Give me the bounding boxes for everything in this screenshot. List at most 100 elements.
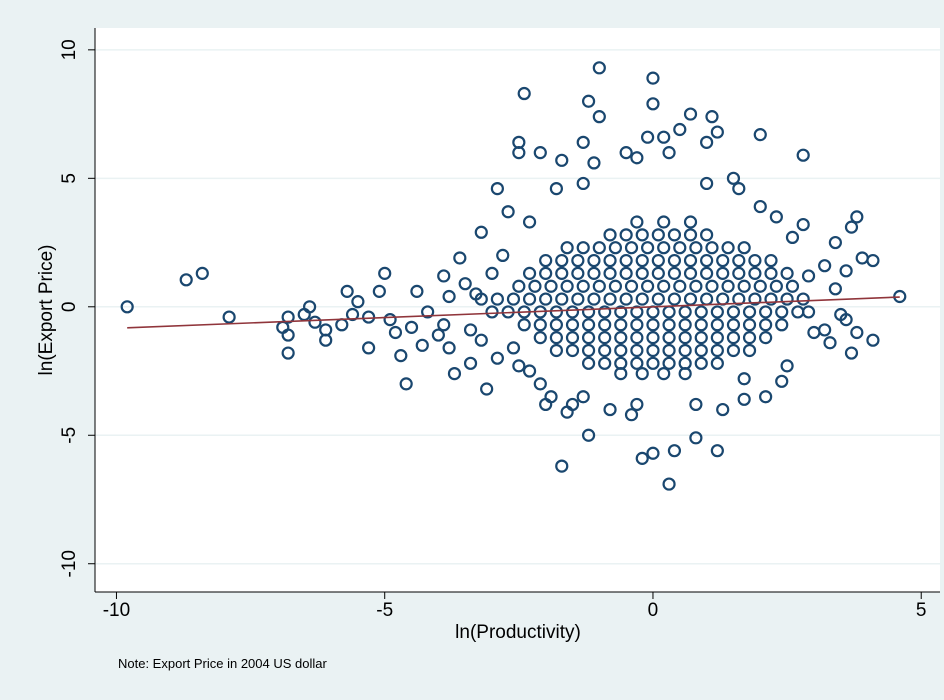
point xyxy=(421,305,435,319)
point xyxy=(581,331,596,345)
point xyxy=(694,331,708,345)
point xyxy=(839,264,853,278)
point xyxy=(522,364,537,378)
y-tick-label: 10 xyxy=(59,39,80,60)
point xyxy=(726,343,741,358)
point xyxy=(581,94,596,108)
point xyxy=(549,318,563,332)
point xyxy=(410,284,424,298)
point xyxy=(721,241,735,255)
point xyxy=(796,292,810,306)
point xyxy=(630,397,644,412)
point xyxy=(683,107,698,121)
point xyxy=(834,307,848,322)
point xyxy=(844,220,859,234)
point xyxy=(657,130,671,144)
point xyxy=(662,331,676,345)
point xyxy=(775,305,789,319)
point xyxy=(388,325,403,340)
point xyxy=(683,228,698,242)
point xyxy=(576,241,590,255)
point xyxy=(646,331,660,345)
point xyxy=(303,300,317,314)
point xyxy=(678,366,692,381)
point xyxy=(748,253,762,268)
point xyxy=(641,241,655,255)
point xyxy=(737,372,751,386)
point xyxy=(281,328,295,342)
x-tick-label: 0 xyxy=(648,600,659,621)
point xyxy=(748,266,762,280)
point xyxy=(667,266,682,280)
point xyxy=(399,377,413,391)
point xyxy=(732,181,746,196)
point xyxy=(742,343,757,358)
point xyxy=(533,318,547,332)
point xyxy=(319,323,333,337)
point xyxy=(796,217,810,232)
point xyxy=(662,477,676,491)
point xyxy=(544,279,558,293)
point xyxy=(490,181,504,196)
point xyxy=(598,305,612,319)
point xyxy=(726,305,741,319)
point xyxy=(801,269,816,283)
point xyxy=(308,315,322,329)
point xyxy=(581,318,596,332)
point xyxy=(710,305,724,319)
point xyxy=(533,146,547,160)
point xyxy=(651,266,665,280)
point xyxy=(651,292,665,306)
point xyxy=(624,279,639,293)
point xyxy=(549,305,563,319)
point xyxy=(683,215,698,229)
point xyxy=(678,343,692,358)
point xyxy=(539,266,553,280)
point xyxy=(372,284,386,298)
point xyxy=(614,366,628,381)
point xyxy=(694,305,708,319)
point xyxy=(726,331,741,345)
point xyxy=(700,266,714,280)
point xyxy=(614,331,628,345)
point xyxy=(689,397,703,412)
point xyxy=(549,343,563,358)
point xyxy=(630,215,644,229)
point xyxy=(710,343,724,358)
note: Note: Export Price in 2004 US dollar xyxy=(118,656,327,671)
point xyxy=(732,266,746,280)
point xyxy=(603,266,617,280)
point xyxy=(689,279,703,293)
point xyxy=(463,356,478,370)
point xyxy=(818,259,832,273)
point xyxy=(506,292,521,306)
point xyxy=(592,61,606,75)
point xyxy=(555,292,569,306)
y-tick-label: -5 xyxy=(59,427,80,444)
point xyxy=(635,228,649,242)
point xyxy=(646,318,660,332)
point xyxy=(710,318,724,332)
point xyxy=(635,292,649,306)
point xyxy=(726,171,741,185)
point xyxy=(571,266,585,280)
point xyxy=(657,279,671,293)
point xyxy=(635,451,649,465)
point xyxy=(549,331,563,345)
point xyxy=(753,279,767,293)
point xyxy=(437,269,451,283)
point xyxy=(560,279,574,293)
point xyxy=(555,266,569,280)
point xyxy=(501,205,515,219)
point xyxy=(742,331,757,345)
point xyxy=(700,135,714,149)
point xyxy=(657,215,671,229)
point xyxy=(571,292,585,306)
point xyxy=(576,135,590,149)
point xyxy=(603,402,617,417)
point xyxy=(592,241,606,255)
point xyxy=(667,253,682,268)
point xyxy=(764,266,778,280)
point xyxy=(716,266,730,280)
point xyxy=(619,146,633,160)
